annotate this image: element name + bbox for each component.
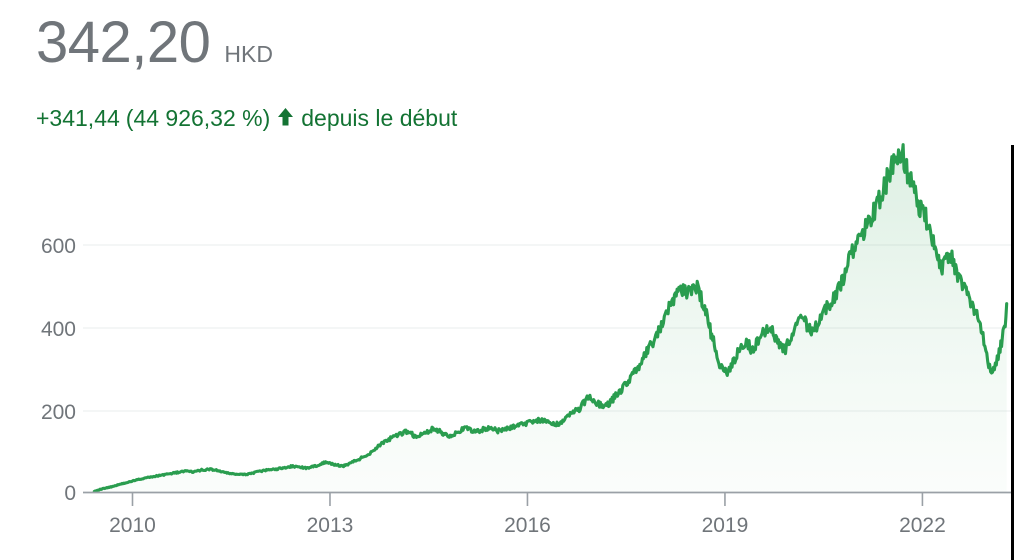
chart-x-axis-ticks: 2010 2013 2016 2019 2022: [109, 493, 946, 537]
y-tick-label: 200: [41, 401, 76, 424]
price-value: 342,20: [36, 10, 211, 75]
x-tick-label: 2022: [899, 514, 946, 537]
price-row: 342,20 HKD: [36, 14, 273, 72]
price-currency: HKD: [224, 41, 273, 67]
panel-right-border: [1011, 145, 1014, 560]
x-tick-label: 2019: [702, 514, 749, 537]
x-tick-label: 2013: [307, 514, 354, 537]
x-tick-label: 2016: [504, 514, 551, 537]
price-change-percent: (44 926,32 %): [125, 105, 271, 131]
y-tick-label: 600: [41, 235, 76, 258]
chart-plot: [92, 143, 1009, 493]
y-tick-label: 400: [41, 318, 76, 341]
chart-line: [92, 143, 1009, 493]
arrow-up-icon: [277, 107, 294, 130]
x-tick-label: 2010: [109, 514, 156, 537]
chart-canvas[interactable]: 600 400 200 0 2010 2013 2016 2019 2022: [0, 140, 1018, 560]
chart-area-fill: [94, 144, 1007, 492]
price-change-absolute: +341,44: [36, 105, 120, 131]
y-tick-label: 0: [64, 482, 76, 505]
price-history-chart[interactable]: 600 400 200 0 2010 2013 2016 2019 2022: [0, 140, 1018, 560]
price-change-period: depuis le début: [301, 105, 458, 131]
price-change-row: +341,44 (44 926,32 %) depuis le début: [36, 105, 457, 132]
chart-y-axis-labels: 600 400 200 0: [41, 235, 76, 505]
